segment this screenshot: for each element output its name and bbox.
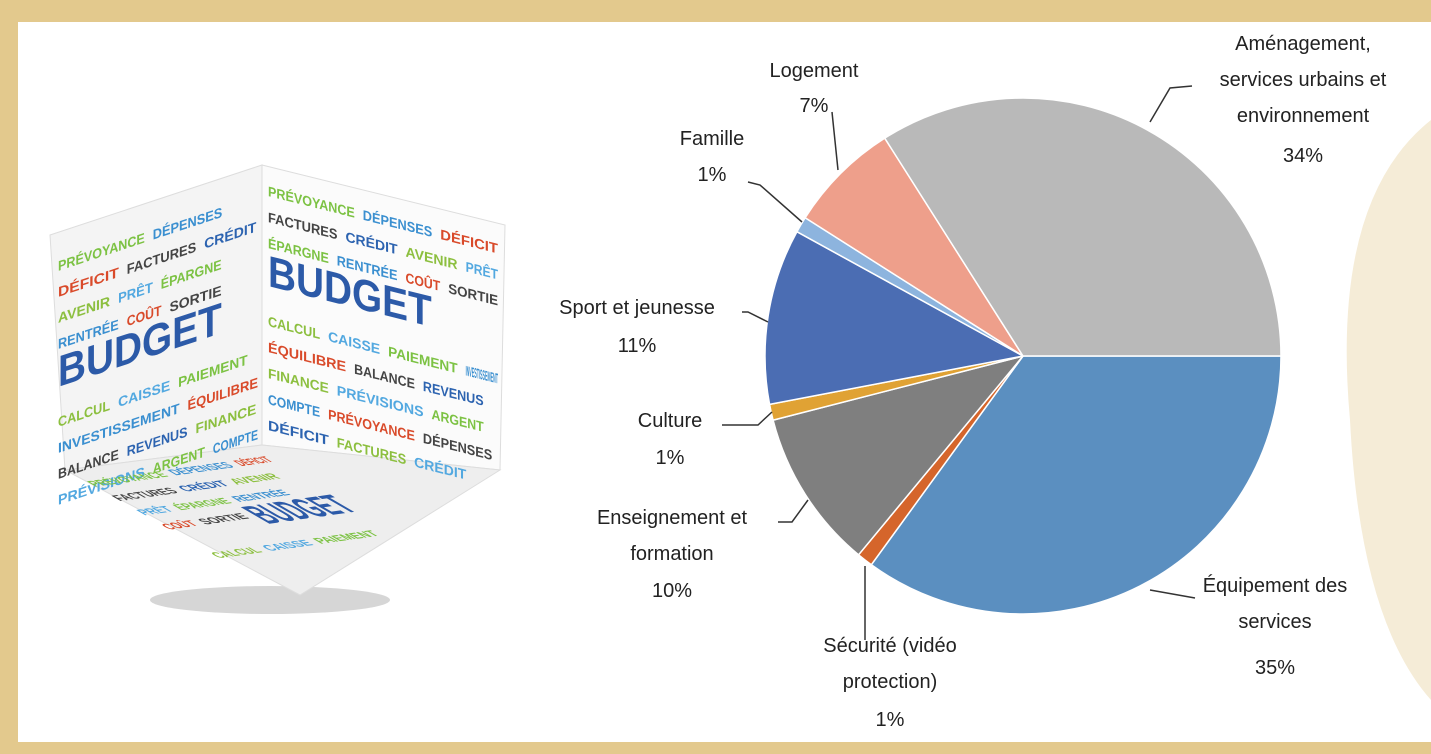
leader-line [1149,85,1193,123]
pie [764,97,1282,615]
cube-image: PRÉVOYANCEDÉPENSESDÉFICITFACTURESCRÉDITA… [49,164,506,596]
category-label: Enseignement et formation [596,507,748,565]
percent-label: 35% [1254,657,1296,679]
percent-label: 10% [651,580,693,602]
category-label: Logement [769,60,859,82]
leader-line [747,181,803,223]
pie-slice [772,354,1026,556]
category-label: Famille [679,128,745,150]
leader-line [831,111,839,171]
cube-face [63,444,502,596]
category-label: Sport et jeunesse [559,297,715,319]
leader-line [742,311,769,323]
percent-label: 1% [697,164,727,186]
category-label: Sécurité (vidéo protection) [823,635,957,693]
pie-slice [883,97,1282,357]
percent-label: 7% [799,95,829,117]
category-label: Équipement des services [1202,575,1348,633]
percent-label: 1% [875,709,905,731]
cube-word: PRÊT [131,503,177,517]
percent-label: 1% [655,447,685,469]
leader-line [1149,589,1196,599]
percent-label: 34% [1282,145,1324,167]
pie-slice [870,355,1282,615]
percent-label: 11% [617,335,657,357]
category-label: Aménagement, services urbains et environ… [1219,33,1387,127]
pie-slice [764,230,1026,406]
cube-word: DÉFICIT [229,454,277,468]
cube-shadow [150,586,390,614]
leader-line [722,411,773,426]
decor-curve [1346,120,1431,700]
category-label: Culture [637,410,703,432]
cube-word: COÛT [156,518,202,532]
leader-line [778,499,809,523]
pie-slice [804,137,1024,357]
leaders [722,85,1196,640]
